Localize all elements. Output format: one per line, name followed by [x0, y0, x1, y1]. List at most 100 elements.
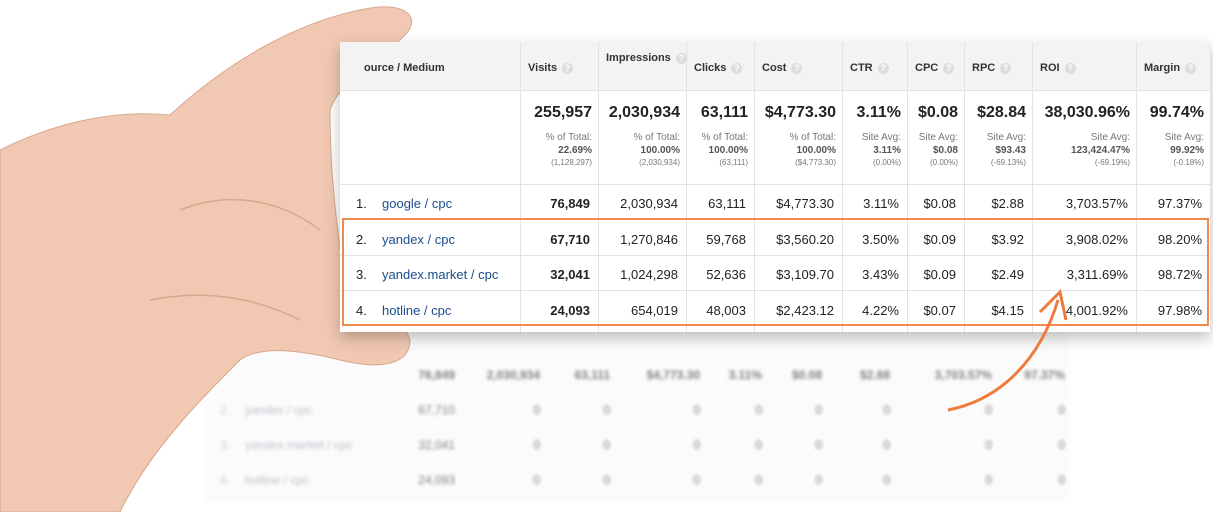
column-header: Clicks?: [694, 62, 743, 74]
cell: 3.43%: [862, 267, 899, 282]
column-divider: [1136, 42, 1137, 332]
cell: $2.88: [991, 196, 1024, 211]
cell: 76,849: [550, 196, 590, 211]
help-icon[interactable]: ?: [877, 63, 889, 74]
column-divider: [907, 42, 908, 332]
cell: 52,636: [706, 267, 746, 282]
cell: 97.37%: [1157, 196, 1202, 211]
bg-cell: 0: [883, 403, 890, 417]
help-icon[interactable]: ?: [562, 63, 574, 74]
column-divider: [598, 42, 599, 332]
cell: 1,270,846: [620, 231, 678, 247]
total-label: Site Avg:: [1090, 132, 1130, 143]
cell: 3.11%: [863, 196, 899, 211]
hand: [0, 6, 413, 512]
column-header: Cost?: [762, 62, 803, 74]
cell: 2,030,934: [620, 196, 678, 211]
help-icon[interactable]: ?: [675, 53, 687, 64]
total-pct: $93.43: [995, 145, 1026, 156]
bg-cell: $0.08: [791, 368, 822, 382]
bg-cell: 0: [693, 403, 700, 417]
bg-cell: 0: [755, 438, 762, 452]
bg-cell: $2.88: [859, 368, 890, 382]
total-value: 255,957: [534, 104, 592, 121]
column-header: CTR?: [850, 62, 889, 74]
total-base: (1,128,297): [551, 158, 592, 167]
total-label: % of Total:: [633, 132, 680, 143]
bg-cell: 0: [693, 473, 700, 487]
help-icon[interactable]: ?: [1000, 63, 1012, 74]
total-base: (0.00%): [929, 158, 958, 167]
column-divider: [1032, 42, 1033, 332]
bg-cell: 0: [533, 438, 540, 452]
row-divider: [340, 255, 1210, 256]
cell: $3,560.20: [776, 231, 834, 247]
source-link[interactable]: hotline / cpc: [382, 302, 452, 318]
cell: $3,109.70: [776, 267, 834, 282]
bg-cell: 0: [533, 473, 540, 487]
bg-cell: 0: [815, 473, 822, 487]
cell: 654,019: [631, 302, 678, 318]
cell: 67,710: [550, 231, 590, 247]
source-link[interactable]: yandex / cpc: [382, 231, 455, 247]
source-link[interactable]: yandex.market / cpc: [382, 267, 499, 282]
total-pct: 22.69%: [558, 145, 592, 156]
bg-cell: 0: [1058, 438, 1065, 452]
bg-source: hotline / cpc: [245, 473, 310, 487]
help-icon[interactable]: ?: [1064, 63, 1076, 74]
cell: 24,093: [550, 302, 590, 318]
bg-cell: 0: [603, 473, 610, 487]
bg-cell: 0: [1058, 403, 1065, 417]
total-label: % of Total:: [701, 132, 748, 143]
total-pct: 99.92%: [1170, 145, 1204, 156]
total-value: 3.11%: [856, 104, 901, 121]
total-base: (0.00%): [872, 158, 901, 167]
bg-cell: 0: [985, 438, 992, 452]
cell: 1,024,298: [620, 267, 678, 282]
total-pct: 100.00%: [796, 145, 836, 156]
help-icon[interactable]: ?: [791, 63, 803, 74]
cell: 97.98%: [1157, 302, 1202, 318]
cell: 98.20%: [1157, 231, 1202, 247]
column-header: CPC?: [915, 62, 955, 74]
total-value: 63,111: [700, 104, 748, 121]
total-value: $28.84: [977, 104, 1026, 121]
bg-cell: 0: [883, 438, 890, 452]
total-pct: $0.08: [932, 145, 958, 156]
help-icon[interactable]: ?: [1185, 63, 1197, 74]
column-header: ource / Medium: [364, 62, 445, 74]
help-icon[interactable]: ?: [731, 63, 743, 74]
help-icon[interactable]: ?: [943, 63, 955, 74]
cell: 48,003: [706, 302, 746, 318]
bg-rank: 3.: [220, 438, 231, 452]
bg-cell: 67,710: [418, 403, 455, 417]
bg-cell: 24,093: [418, 473, 455, 487]
cell: $0.09: [923, 231, 956, 247]
cell: 4.22%: [862, 302, 899, 318]
cell: $0.09: [923, 267, 956, 282]
total-value: $4,773.30: [764, 104, 836, 121]
cell: $0.07: [923, 302, 956, 318]
bg-cell: 3.11%: [728, 368, 762, 382]
cell: $3.92: [991, 231, 1024, 247]
column-divider: [754, 42, 755, 332]
bg-cell: $4,773.30: [646, 368, 700, 382]
total-label: Site Avg:: [861, 132, 901, 143]
row-divider: [340, 219, 1210, 220]
source-link[interactable]: google / cpc: [382, 196, 453, 211]
bg-cell: 0: [755, 473, 762, 487]
bg-cell: 0: [815, 438, 822, 452]
bg-source: yandex / cpc: [245, 403, 313, 417]
cell: $4,773.30: [776, 196, 834, 211]
total-label: Site Avg:: [918, 132, 958, 143]
cell: $2.49: [991, 267, 1024, 282]
bg-cell: 0: [883, 473, 890, 487]
row-rank: 3.: [356, 267, 367, 282]
total-pct: 100.00%: [708, 145, 748, 156]
bg-cell: 0: [755, 403, 762, 417]
cell: 3,908.02%: [1065, 231, 1128, 247]
column-header: Visits?: [528, 62, 574, 74]
total-base: ($4,773.30): [795, 158, 836, 167]
row-rank: 2.: [356, 231, 367, 247]
